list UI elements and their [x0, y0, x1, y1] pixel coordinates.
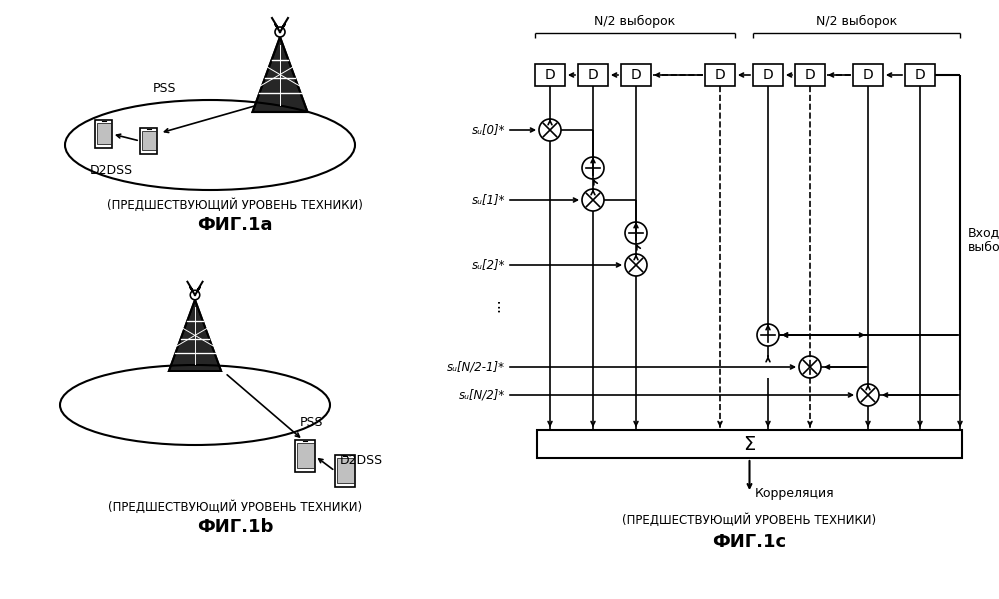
Circle shape [625, 222, 647, 244]
Circle shape [625, 254, 647, 276]
Bar [142, 131, 156, 150]
Text: (ПРЕДШЕСТВУЮщИЙ УРОВЕНЬ ТЕХНИКИ): (ПРЕДШЕСТВУЮщИЙ УРОВЕНЬ ТЕХНИКИ) [108, 500, 362, 514]
Text: D: D [762, 68, 773, 82]
Text: D: D [804, 68, 815, 82]
Text: D: D [714, 68, 725, 82]
Text: sᵤ[N/2-1]*: sᵤ[N/2-1]* [447, 361, 505, 374]
Text: (ПРЕДШЕСТВУЮЩИЙ УРОВЕНЬ ТЕХНИКИ): (ПРЕДШЕСТВУЮЩИЙ УРОВЕНЬ ТЕХНИКИ) [107, 198, 363, 212]
Text: N/2 выборок: N/2 выборок [594, 15, 675, 28]
Bar [535, 64, 565, 86]
Text: D: D [630, 68, 641, 82]
Bar [337, 458, 354, 483]
Text: PSS: PSS [153, 81, 177, 95]
Text: D: D [915, 68, 925, 82]
Text: ФИГ.1a: ФИГ.1a [197, 216, 273, 234]
Text: sᵤ[N/2]*: sᵤ[N/2]* [459, 389, 505, 401]
Text: Корреляция: Корреляция [754, 486, 834, 500]
Polygon shape [169, 300, 221, 371]
Circle shape [799, 356, 821, 378]
Bar [905, 64, 935, 86]
Text: ...: ... [488, 298, 502, 312]
Bar [705, 64, 735, 86]
Bar [795, 64, 825, 86]
Circle shape [582, 157, 604, 179]
Bar [621, 64, 651, 86]
Circle shape [275, 27, 285, 37]
Bar [335, 455, 355, 487]
Text: sᵤ[1]*: sᵤ[1]* [472, 193, 505, 207]
Text: N/2 выборок: N/2 выборок [816, 15, 897, 28]
Text: D2DSS: D2DSS [90, 164, 133, 177]
Bar [853, 64, 883, 86]
Text: Σ: Σ [743, 434, 755, 453]
Text: ФИГ.1c: ФИГ.1c [712, 533, 786, 551]
Circle shape [857, 384, 879, 406]
Text: ФИГ.1b: ФИГ.1b [197, 518, 273, 536]
Bar [578, 64, 608, 86]
Bar [297, 443, 314, 468]
Bar [140, 128, 157, 154]
Text: D: D [862, 68, 873, 82]
Text: D: D [544, 68, 555, 82]
Circle shape [757, 324, 779, 346]
Text: D: D [587, 68, 598, 82]
Bar [295, 440, 315, 472]
Bar [537, 430, 962, 458]
Bar [753, 64, 783, 86]
Bar [97, 123, 111, 144]
Circle shape [582, 189, 604, 211]
Text: sᵤ[2]*: sᵤ[2]* [472, 259, 505, 271]
Circle shape [539, 119, 561, 141]
Bar [95, 120, 112, 148]
Polygon shape [253, 37, 308, 112]
Text: (ПРЕДШЕСТВУЮщИЙ УРОВЕНЬ ТЕХНИКИ): (ПРЕДШЕСТВУЮщИЙ УРОВЕНЬ ТЕХНИКИ) [622, 513, 876, 527]
Text: PSS: PSS [300, 416, 324, 428]
Text: Входные
выборки: Входные выборки [968, 226, 999, 254]
Text: sᵤ[0]*: sᵤ[0]* [472, 123, 505, 137]
Text: D2DSS: D2DSS [340, 453, 384, 467]
Circle shape [190, 291, 200, 300]
